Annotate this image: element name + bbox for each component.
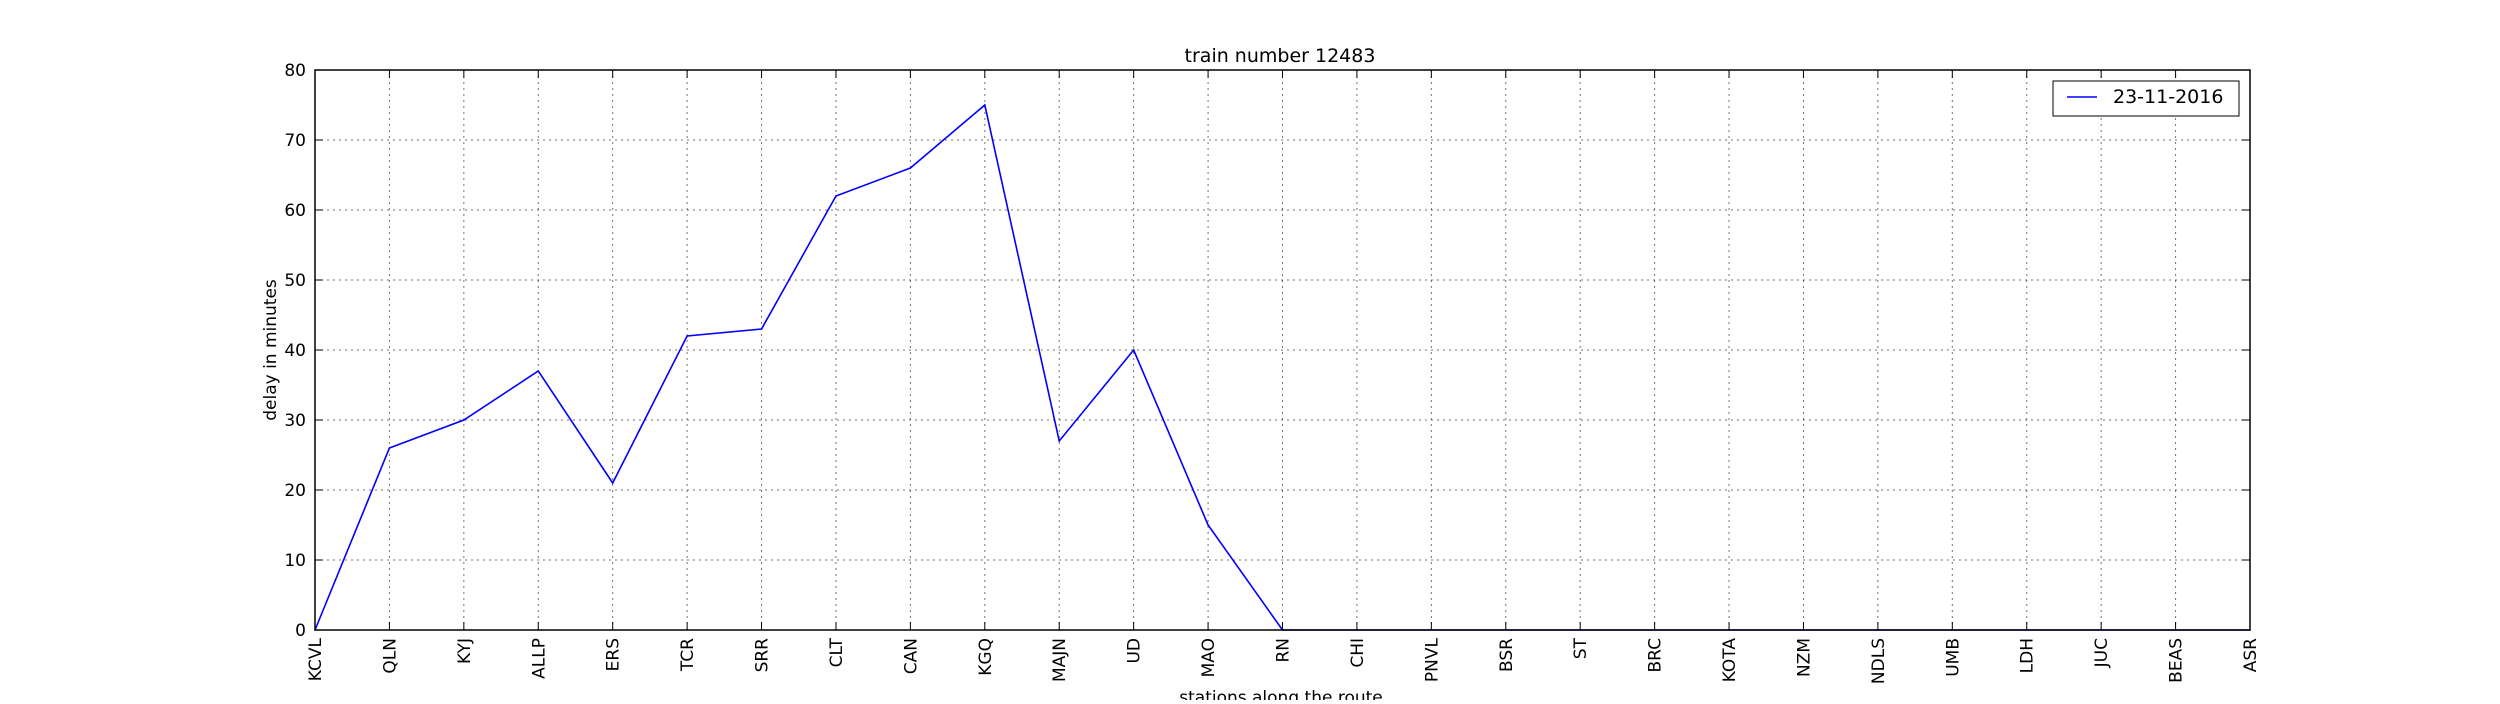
x-tick-label: CLT: [827, 637, 847, 667]
x-tick-label: MAO: [1199, 638, 1219, 677]
x-tick-label: BSR: [1497, 638, 1517, 672]
x-tick-label: CHI: [1348, 638, 1368, 668]
x-tick-label: ERS: [604, 638, 624, 671]
x-tick-label: LDH: [2018, 638, 2038, 673]
chart-title: train number 12483: [1185, 45, 1376, 67]
legend-label: 23-11-2016: [2113, 86, 2223, 108]
x-tick-label: ST: [1571, 637, 1591, 659]
x-tick-label: ASR: [2241, 638, 2261, 672]
x-tick-label: BRC: [1646, 638, 1666, 673]
data-point: [611, 482, 614, 484]
data-point: [1207, 524, 1209, 526]
legend-box: [2052, 80, 2240, 117]
x-axis-label: stations along the route: [1179, 688, 1383, 700]
x-tick-label: KOTA: [1720, 638, 1740, 683]
x-tick-label: MAJN: [1050, 638, 1070, 682]
x-ticks: KCVL QLN KYJ ALLP ERS TCR SRR CLT CAN KGQ MAJN UD MA…: [306, 70, 2261, 684]
x-tick-label: KCVL: [306, 637, 326, 681]
y-tick-label: 50: [284, 271, 306, 291]
data-point: [388, 447, 391, 449]
y-tick-label: 10: [284, 551, 306, 571]
x-tick-label: JUC: [2092, 638, 2112, 668]
data-point: [984, 104, 986, 106]
data-point: [909, 167, 912, 169]
x-tick-label: KGQ: [976, 638, 996, 676]
data-point: [537, 370, 540, 372]
y-axis-label: delay in minutes: [261, 279, 281, 421]
x-tick-label: UMB: [1943, 638, 1963, 677]
y-tick-label: 60: [284, 201, 306, 221]
grid: [314, 69, 2251, 631]
data-point: [1058, 440, 1061, 442]
y-tick-label: 0: [295, 621, 306, 641]
y-tick-label: 30: [284, 411, 306, 431]
x-tick-label: ALLP: [529, 638, 549, 679]
x-tick-label: KYJ: [455, 638, 475, 664]
data-point: [760, 328, 763, 330]
y-tick-label: 40: [284, 341, 306, 361]
y-ticks: 0 10 20 30 40 50 60 70 80: [284, 61, 2250, 641]
x-tick-label: UD: [1125, 638, 1145, 664]
y-tick-label: 70: [284, 131, 306, 151]
data-point: [686, 335, 688, 337]
x-tick-label: NZM: [1794, 638, 1814, 677]
x-tick-label: BEAS: [2167, 638, 2187, 683]
y-tick-label: 20: [284, 481, 306, 501]
x-tick-label: NDLS: [1869, 638, 1889, 684]
data-point: [1132, 349, 1135, 351]
x-tick-label: RN: [1274, 638, 1294, 663]
data-point: [835, 195, 837, 197]
x-tick-label: PNVL: [1422, 637, 1442, 682]
data-point: [463, 419, 465, 421]
x-tick-label: QLN: [380, 638, 400, 674]
y-tick-label: 80: [284, 61, 306, 81]
legend: 23-11-2016: [2052, 80, 2240, 117]
x-tick-label: CAN: [901, 638, 921, 674]
x-tick-label: TCR: [678, 638, 698, 672]
x-tick-label: SRR: [753, 638, 773, 673]
